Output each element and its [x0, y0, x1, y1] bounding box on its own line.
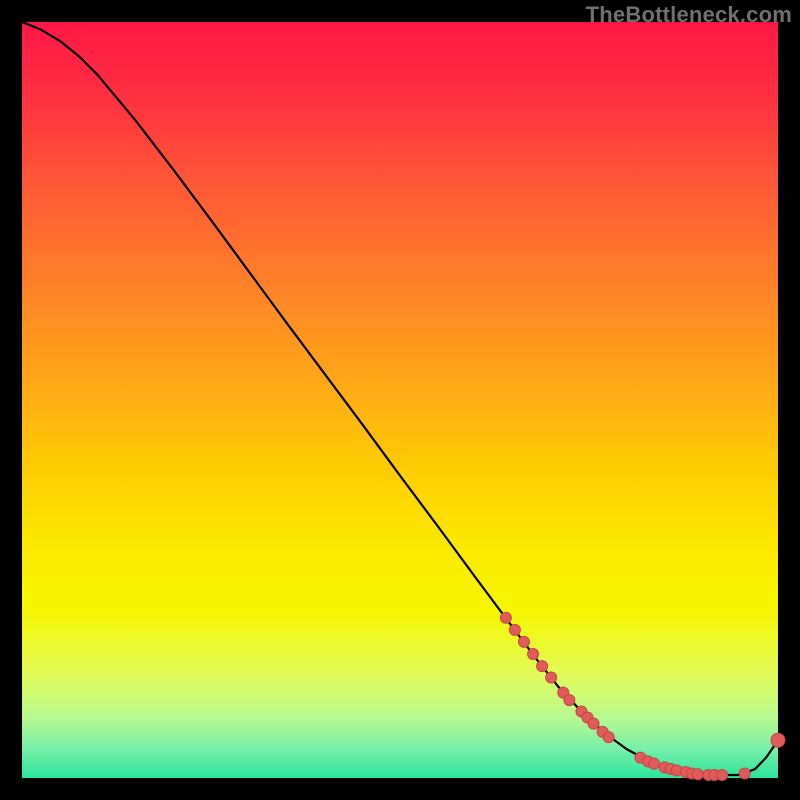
chart-stage: TheBottleneck.com: [0, 0, 800, 800]
chart-svg: [0, 0, 800, 800]
watermark-text: TheBottleneck.com: [586, 2, 792, 28]
